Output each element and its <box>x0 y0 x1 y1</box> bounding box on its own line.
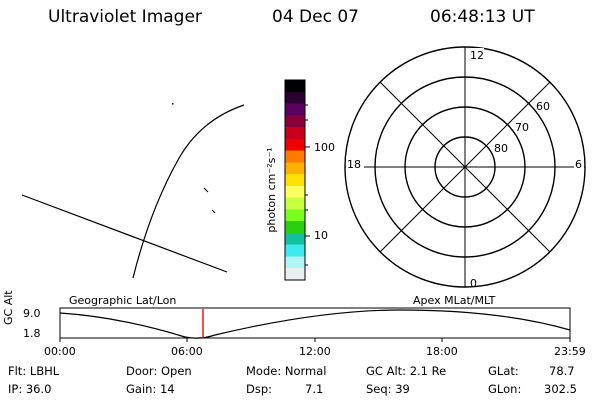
polar-label-18: 18 <box>347 158 361 171</box>
polar-ring-60: 60 <box>536 100 550 113</box>
x-tick-0000: 00:00 <box>44 345 76 358</box>
y-tick-1-8: 1.8 <box>23 327 41 340</box>
gain-info: Gain: 14 <box>126 382 175 396</box>
ip-info: IP: 36.0 <box>8 382 52 396</box>
y-tick-9: 9.0 <box>23 307 41 320</box>
glon-label: GLon: <box>488 382 522 396</box>
x-tick-1800: 18:00 <box>426 345 458 358</box>
door-info: Door: Open <box>126 364 192 378</box>
polar-label-0: 0 <box>470 277 477 290</box>
colorbar-unit-label: photon cm⁻²s⁻¹ <box>265 147 278 233</box>
colorbar-tick-100: 100 <box>314 141 335 154</box>
apex-mlat-label: Apex MLat/MLT <box>413 294 496 307</box>
seq-info: Seq: 39 <box>366 382 410 396</box>
glat-label: GLat: <box>488 364 519 378</box>
polar-label-6: 6 <box>575 158 582 171</box>
x-tick-1200: 12:00 <box>299 345 331 358</box>
x-tick-0600: 06:00 <box>171 345 203 358</box>
colorbar-tick-10: 10 <box>314 229 328 242</box>
gc-alt-info: GC Alt: 2.1 Re <box>366 364 447 378</box>
x-tick-2359: 23:59 <box>554 345 586 358</box>
glat-value: 78.7 <box>549 364 575 378</box>
dsp-value: 7.1 <box>305 382 324 396</box>
filter-info: Flt: LBHL <box>8 364 60 378</box>
colorbar-axis <box>284 79 310 281</box>
glon-value: 302.5 <box>544 382 577 396</box>
observation-date: 04 Dec 07 <box>272 7 359 27</box>
app-title: Ultraviolet Imager <box>48 7 202 27</box>
observation-time: 06:48:13 UT <box>430 7 535 27</box>
dsp-label: Dsp: <box>246 382 273 396</box>
mode-info: Mode: Normal <box>246 364 327 378</box>
polar-ring-70: 70 <box>515 121 529 134</box>
intensity-colorbar <box>285 80 305 280</box>
geo-latlon-label: Geographic Lat/Lon <box>69 294 177 307</box>
polar-ring-80: 80 <box>494 142 508 155</box>
polar-mlt-plot: 12 18 6 0 60 70 80 <box>344 46 586 290</box>
polar-label-12: 12 <box>470 49 484 62</box>
orbit-altitude-plot <box>59 307 571 342</box>
